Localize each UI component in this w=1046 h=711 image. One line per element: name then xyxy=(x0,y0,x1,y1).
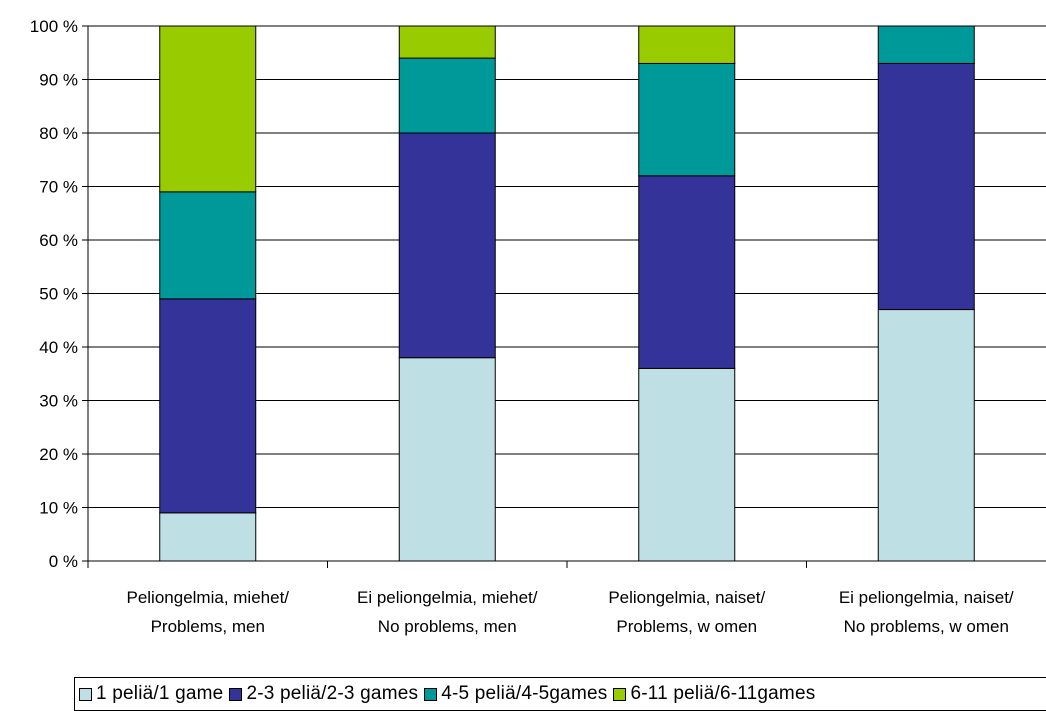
x-category-labels: Peliongelmia, miehet/Problems, men Ei pel… xyxy=(126,588,1013,636)
y-tick-labels: 0 % 10 % 20 % 30 % 40 % 50 % 60 % 70 % 80 % 90 % 1… xyxy=(30,17,78,571)
x-category-label: Ei peliongelmia, miehet/ xyxy=(357,588,538,607)
legend: 1 peliä/1 game 2-3 peliä/2-3 games 4-5 pel… xyxy=(74,677,1046,711)
bar-segment xyxy=(159,25,257,193)
bar-segment xyxy=(159,298,257,514)
x-category-label: No problems, men xyxy=(378,617,517,636)
legend-item: 1 peliä/1 game xyxy=(79,683,223,705)
y-tick-label: 10 % xyxy=(39,499,78,518)
bar-segment xyxy=(638,62,736,177)
bar-segment xyxy=(159,191,257,300)
legend-label: 1 peliä/1 game xyxy=(96,683,224,704)
y-tick-label: 80 % xyxy=(39,124,78,143)
x-category-label: Peliongelmia, miehet/ xyxy=(126,588,289,607)
axes xyxy=(82,25,1046,568)
bar-segment xyxy=(638,25,736,64)
y-tick-label: 70 % xyxy=(39,178,78,197)
legend-item: 2-3 peliä/2-3 games xyxy=(229,683,418,705)
legend-swatch xyxy=(424,687,438,701)
legend-swatch xyxy=(79,687,92,701)
y-tick-label: 0 % xyxy=(49,552,78,571)
x-category-label: Problems, men xyxy=(151,617,265,636)
bar-segment xyxy=(638,367,736,562)
y-tick-label: 50 % xyxy=(39,285,78,304)
y-tick-label: 20 % xyxy=(39,445,78,464)
legend-label: 6-11 peliä/6-11games xyxy=(630,683,816,704)
x-category-label: No problems, w omen xyxy=(844,617,1009,636)
bar-segment xyxy=(877,25,975,64)
x-category-label: Problems, w omen xyxy=(616,617,757,636)
bar-segment xyxy=(398,357,496,562)
legend-swatch xyxy=(229,687,243,701)
y-tick-label: 30 % xyxy=(39,392,78,411)
y-tick-label: 100 % xyxy=(30,17,78,36)
x-category-label: Peliongelmia, naiset/ xyxy=(608,588,765,607)
bar-segment xyxy=(159,512,257,562)
legend-item: 6-11 peliä/6-11games xyxy=(613,683,815,705)
y-tick-label: 90 % xyxy=(39,71,78,90)
bars xyxy=(159,25,975,562)
y-tick-label: 60 % xyxy=(39,231,78,250)
x-category-label: Ei peliongelmia, naiset/ xyxy=(839,588,1014,607)
bar-segment xyxy=(877,309,975,562)
bar-segment xyxy=(398,132,496,359)
bar-segment xyxy=(398,25,496,59)
y-tick-label: 40 % xyxy=(39,338,78,357)
legend-label: 4-5 peliä/4-5games xyxy=(441,683,608,704)
legend-item: 4-5 peliä/4-5games xyxy=(424,683,607,705)
bar-segment xyxy=(398,57,496,134)
legend-label: 2-3 peliä/2-3 games xyxy=(246,683,419,704)
legend-swatch xyxy=(613,687,627,701)
bar-segment xyxy=(877,62,975,311)
bar-segment xyxy=(638,175,736,369)
